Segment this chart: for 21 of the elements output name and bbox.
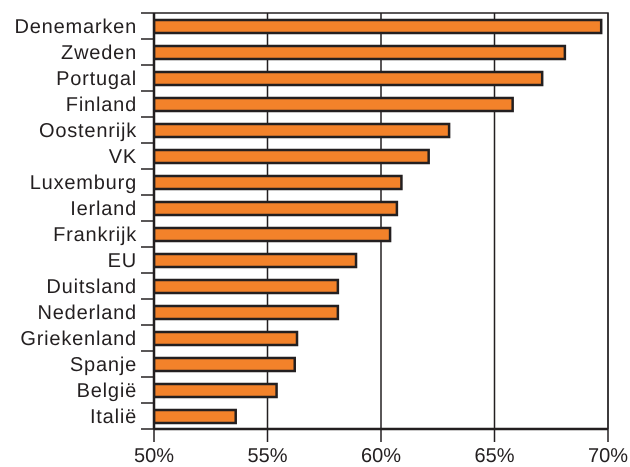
- y-tick-label: Ierland: [70, 198, 137, 220]
- x-tick-label: 60%: [360, 445, 402, 467]
- y-tick-label: Frankrijk: [53, 224, 138, 246]
- y-tick-label: Duitsland: [46, 276, 137, 298]
- y-tick-label: Spanje: [70, 354, 137, 376]
- y-tick-label: Zweden: [61, 42, 137, 64]
- y-tick-label: België: [76, 380, 137, 402]
- y-tick-label: Portugal: [56, 68, 137, 90]
- y-tick-label: Oostenrijk: [38, 120, 138, 142]
- y-tick-label: Luxemburg: [30, 172, 137, 194]
- x-tick-label: 50%: [134, 445, 174, 467]
- x-tick-label: 70%: [588, 445, 628, 467]
- y-tick-label: Nederland: [38, 302, 137, 324]
- y-tick-label: Finland: [66, 94, 137, 116]
- y-tick-label: Griekenland: [20, 328, 137, 350]
- x-tick-label: 65%: [474, 445, 515, 467]
- x-tick-label: 55%: [247, 445, 288, 467]
- y-tick-label: Italië: [90, 406, 137, 428]
- y-tick-label: VK: [108, 146, 137, 168]
- y-tick-label: Denemarken: [14, 16, 137, 38]
- y-tick-label: EU: [108, 250, 137, 272]
